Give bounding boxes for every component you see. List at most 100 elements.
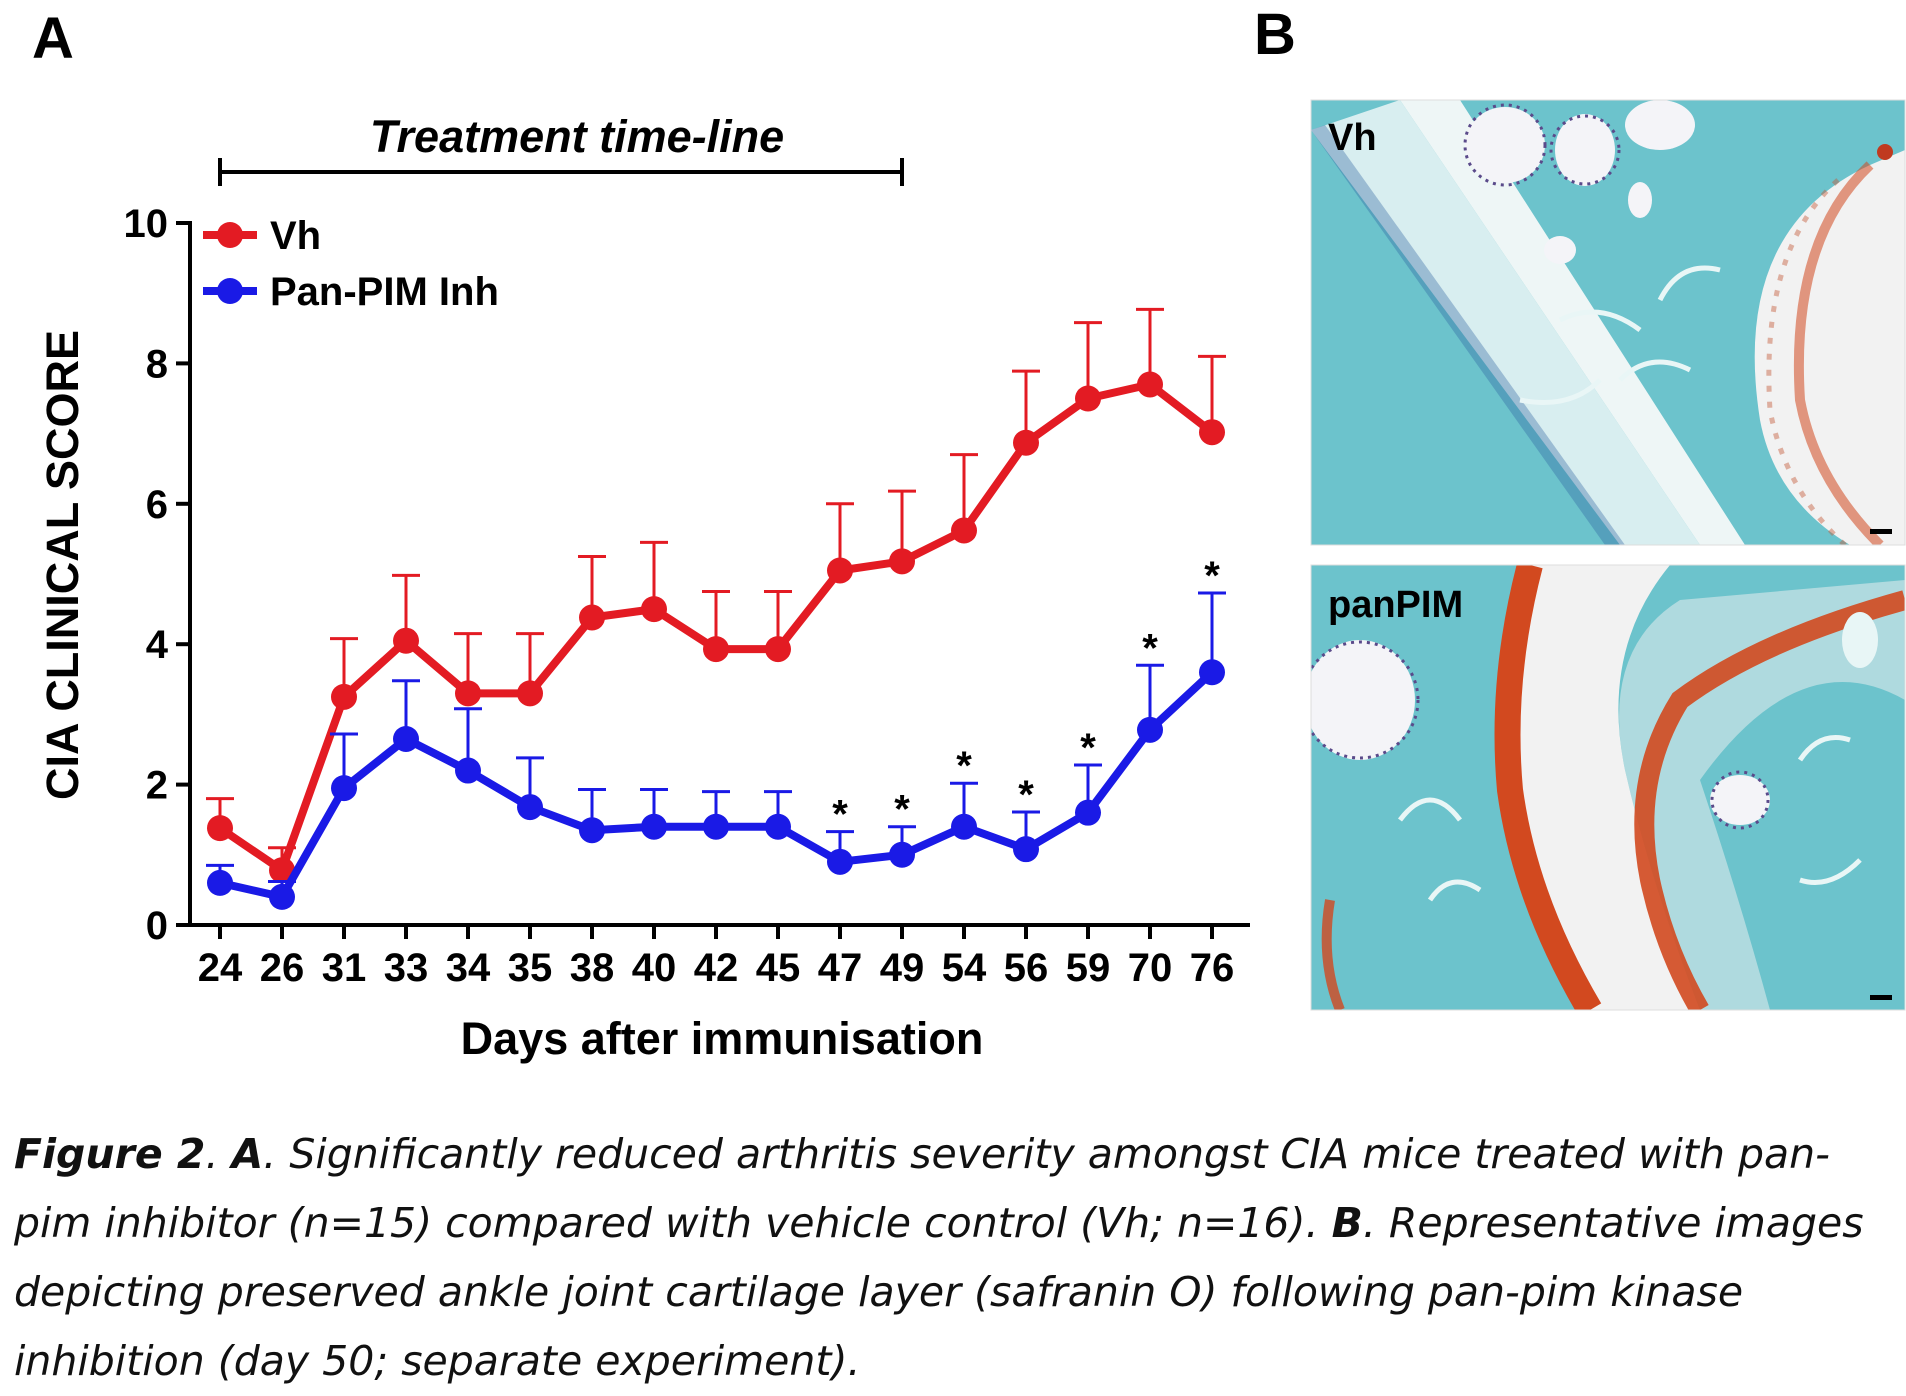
significance-star: *: [1018, 773, 1034, 817]
data-point: [269, 857, 295, 884]
legend-swatch-marker: [217, 278, 243, 304]
caption-a-label: A: [231, 1130, 264, 1178]
data-point: [641, 813, 667, 840]
y-axis-title: CIA CLINICAL SCORE: [37, 330, 88, 800]
data-point: [331, 683, 357, 710]
data-point: [207, 869, 233, 896]
y-tick-label: 2: [146, 764, 168, 808]
histology-image-vh: Vh: [1310, 99, 1906, 546]
data-point: [1137, 371, 1163, 398]
series-pan-pim-inh: [206, 591, 1226, 910]
panel-a-label: A: [32, 6, 74, 71]
data-point: [1075, 385, 1101, 412]
histology-image-panpim: panPIM: [1310, 564, 1906, 1011]
data-point: [951, 517, 977, 544]
data-point: [455, 757, 481, 784]
data-point: [1013, 429, 1039, 456]
legend-swatch-marker: [217, 222, 243, 248]
histology-label-panpim: panPIM: [1328, 584, 1463, 626]
x-axis-title: Days after immunisation: [461, 1013, 984, 1064]
data-point: [827, 557, 853, 584]
x-tick-label: 56: [1004, 946, 1049, 990]
data-point: [517, 794, 543, 821]
x-tick-label: 59: [1066, 946, 1111, 990]
x-tick-label: 40: [632, 946, 677, 990]
histology-label-vh: Vh: [1328, 117, 1377, 159]
data-point: [889, 841, 915, 868]
data-point: [1137, 716, 1163, 743]
significance-markers: * * * * * * *: [832, 554, 1220, 837]
data-point: [703, 636, 729, 663]
significance-star: *: [1204, 554, 1220, 598]
x-tick-label: 49: [880, 946, 925, 990]
x-tick-label: 34: [446, 946, 491, 990]
caption-a-text: . Significantly reduced arthritis severi…: [14, 1130, 1830, 1247]
scale-bar-bottom: [1870, 995, 1892, 1000]
data-point: [951, 813, 977, 840]
x-tick-label: 70: [1128, 946, 1173, 990]
data-point: [827, 848, 853, 875]
data-point: [269, 883, 295, 910]
x-tick-labels: 24 26 31 33 34 35 38 40 42 45 47 49 54 56 59 70 76: [198, 946, 1235, 990]
axes: [176, 221, 1250, 939]
data-point: [1199, 419, 1225, 446]
x-tick-label: 45: [756, 946, 801, 990]
significance-star: *: [894, 788, 910, 832]
data-point: [579, 604, 605, 631]
data-point: [641, 596, 667, 623]
x-tick-label: 42: [694, 946, 739, 990]
x-tick-label: 54: [942, 946, 987, 990]
data-point: [765, 636, 791, 663]
y-tick-label: 6: [146, 483, 168, 527]
legend-label: Pan-PIM Inh: [270, 270, 499, 314]
data-point: [331, 775, 357, 802]
x-tick-label: 47: [818, 946, 863, 990]
significance-star: *: [1142, 626, 1158, 670]
y-tick-label: 4: [146, 623, 169, 667]
x-tick-label: 24: [198, 946, 243, 990]
y-tick-label: 0: [146, 904, 168, 948]
x-tick-label: 26: [260, 946, 305, 990]
figure-caption: Figure 2. A. Significantly reduced arthr…: [14, 1120, 1894, 1396]
treatment-timeline-label: Treatment time-line: [370, 111, 784, 162]
x-tick-label: 31: [322, 946, 367, 990]
data-point: [1075, 799, 1101, 826]
panel-b-label: B: [1254, 2, 1296, 67]
x-tick-label: 35: [508, 946, 553, 990]
data-point: [1013, 836, 1039, 863]
data-point: [1199, 659, 1225, 686]
data-point: [207, 815, 233, 842]
legend-label: Vh: [270, 214, 321, 258]
data-point: [393, 725, 419, 752]
legend-item: Pan-PIM Inh: [203, 270, 499, 314]
significance-star: *: [832, 793, 848, 837]
data-point: [765, 813, 791, 840]
caption-b-text: . Representative images depicting preser…: [14, 1199, 1864, 1385]
caption-separator: .: [205, 1130, 232, 1178]
data-point: [455, 680, 481, 707]
x-tick-label: 76: [1190, 946, 1235, 990]
legend-item: Vh: [203, 214, 321, 258]
data-point: [517, 680, 543, 707]
significance-star: *: [1080, 726, 1096, 770]
data-point: [703, 813, 729, 840]
series-layer: [206, 307, 1226, 910]
y-tick-label: 10: [124, 202, 169, 246]
x-tick-label: 38: [570, 946, 615, 990]
caption-figure-label: Figure 2: [14, 1130, 206, 1178]
series-vh: [206, 307, 1226, 884]
series-line: [219, 669, 1215, 901]
y-tick-label: 8: [146, 342, 168, 386]
treatment-timeline: Treatment time-line: [218, 111, 904, 186]
significance-star: *: [956, 744, 972, 788]
data-point: [393, 627, 419, 654]
legend: Vh Pan-PIM Inh: [203, 214, 499, 314]
caption-b-label: B: [1331, 1199, 1363, 1247]
data-point: [579, 817, 605, 844]
data-point: [889, 548, 915, 575]
scale-bar-top: [1870, 529, 1892, 534]
y-tick-labels: 0 2 4 6 8 10: [124, 202, 169, 948]
x-tick-label: 33: [384, 946, 429, 990]
